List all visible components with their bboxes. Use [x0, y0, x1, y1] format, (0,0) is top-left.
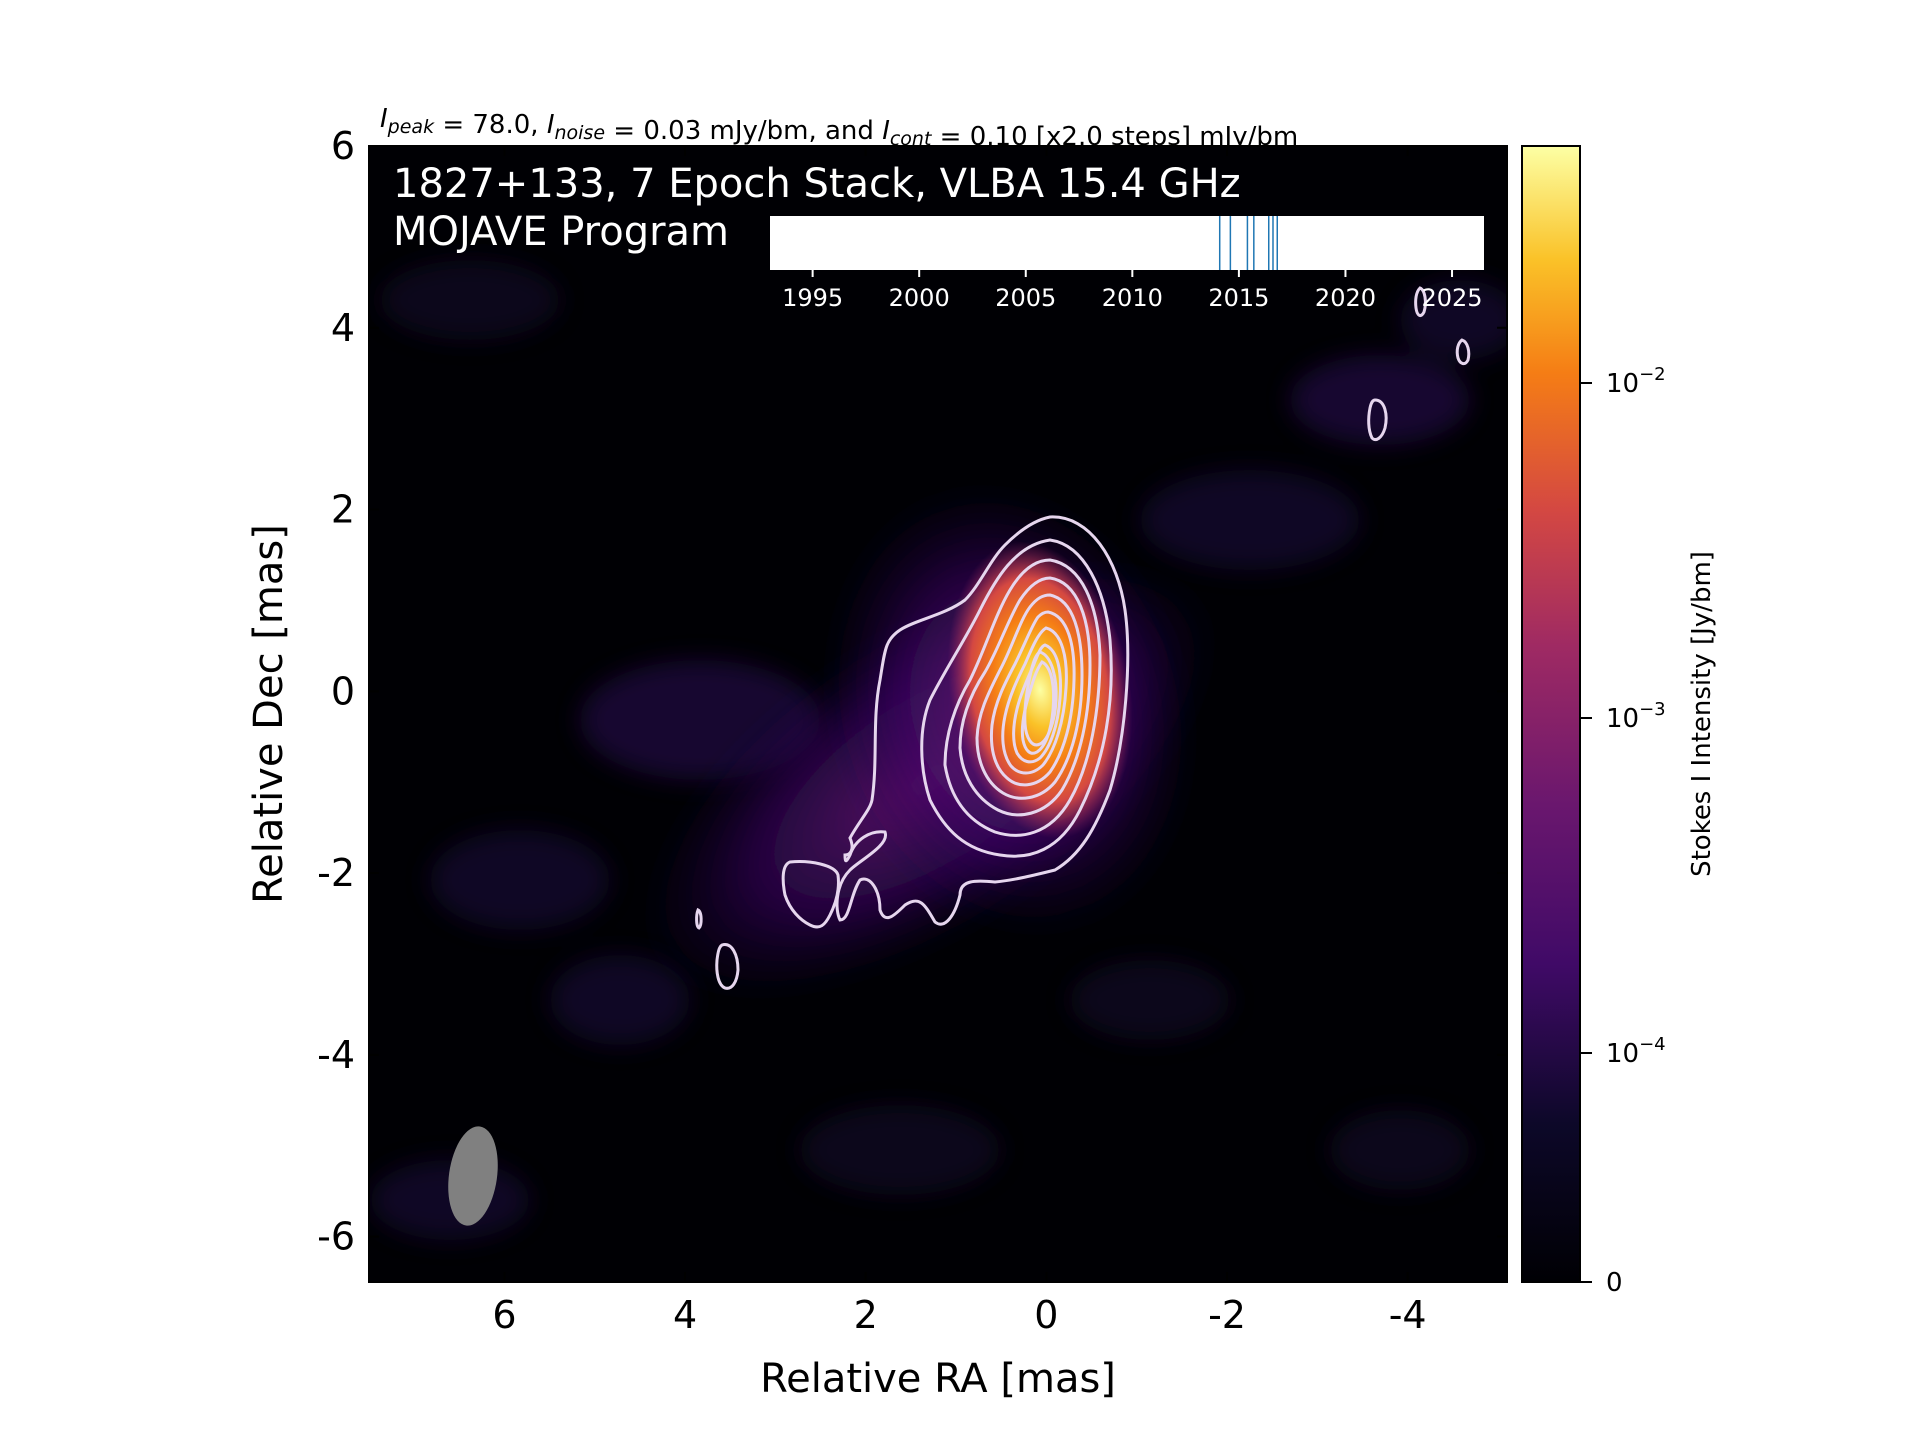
program-title: MOJAVE Program: [393, 209, 729, 255]
header-subscript: cont: [890, 128, 933, 150]
y-tick-label: -6: [317, 1215, 355, 1259]
contour: [989, 610, 1076, 787]
x-tick-label: 0: [1034, 1293, 1058, 1337]
header-subscript: peak: [387, 116, 435, 138]
x-axis-label: Relative RA [mas]: [760, 1356, 1116, 1402]
colorbar-tick-exponent: −4: [1639, 1034, 1666, 1055]
y-axis-label: Relative Dec [mas]: [246, 524, 292, 904]
x-axis: 6 4 2 0 -2 -4: [492, 146, 1427, 1337]
timeline-box: [770, 216, 1484, 270]
y-tick-label: 6: [331, 124, 355, 168]
header-text: = 0.03 mJy/bm, and: [605, 116, 882, 146]
contour-peak: [1023, 650, 1058, 747]
colorbar-tick-label: 10−2: [1606, 364, 1666, 399]
timeline-tick-label: 2010: [1102, 284, 1163, 312]
colorbar-tick-exponent: −2: [1639, 364, 1666, 385]
y-tick-label: 4: [331, 306, 355, 350]
colorbar-tick-exponent: −3: [1639, 699, 1666, 720]
contour-island: [1414, 286, 1427, 317]
chart-header: Ipeak = 78.0, Inoise = 0.03 mJy/bm, and …: [380, 104, 1298, 152]
colorbar-tick-label: 10−4: [1606, 1034, 1666, 1069]
epoch-timeline: 1995 2000 2005 2010 2015 2020 2025: [770, 216, 1484, 312]
timeline-tick-label: 2015: [1208, 284, 1269, 312]
x-tick-label: 6: [492, 1293, 516, 1337]
image-panel: 1827+133, 7 Epoch Stack, VLBA 15.4 GHz M…: [369, 146, 1507, 1282]
x-tick-label: 2: [854, 1293, 878, 1337]
image-frame: [368, 145, 1508, 1283]
y-tick-label: 2: [331, 488, 355, 532]
colorbar-label: Stokes I Intensity [Jy/bm]: [1687, 551, 1717, 877]
y-tick-label: 0: [331, 669, 355, 713]
timeline-tick-label: 2000: [889, 284, 950, 312]
colorbar: 0 10−4 10−3 10−2 Stokes I Intensity [Jy/bm]: [1521, 145, 1717, 1298]
timeline-tick-label: 2025: [1421, 284, 1482, 312]
contours: [695, 286, 1471, 990]
y-tick-label: -2: [317, 851, 355, 895]
contour: [920, 538, 1113, 858]
colorbar-tick-label: 0: [1606, 1268, 1623, 1298]
contour-island: [695, 907, 703, 930]
contour-island: [1455, 338, 1471, 366]
header-subscript: noise: [554, 122, 605, 144]
y-tick-label: -4: [317, 1033, 355, 1077]
timeline-tick-label: 2005: [995, 284, 1056, 312]
timeline-tick-label: 1995: [782, 284, 843, 312]
contour-island: [715, 943, 740, 990]
x-tick-label: -2: [1208, 1293, 1246, 1337]
contour: [1001, 626, 1068, 775]
contour-island: [781, 860, 840, 929]
header-text: I: [882, 116, 890, 146]
contour: [1020, 660, 1056, 755]
x-tick-label: -4: [1389, 1293, 1427, 1337]
colorbar-gradient: [1521, 145, 1581, 1283]
beam-ellipse: [448, 1126, 498, 1226]
contour: [975, 593, 1084, 800]
header-text: = 78.0,: [434, 110, 547, 140]
contour: [943, 558, 1102, 837]
y-axis: 6 4 2 0 -2 -4 -6: [317, 124, 1507, 1259]
contour-outer: [835, 515, 1130, 926]
contour: [958, 576, 1092, 817]
colorbar-tick-label: 10−3: [1606, 699, 1666, 734]
source-title: 1827+133, 7 Epoch Stack, VLBA 15.4 GHz: [393, 161, 1241, 207]
contour-island: [1367, 398, 1388, 442]
header-text: I: [547, 110, 555, 140]
timeline-tick-label: 2020: [1315, 284, 1376, 312]
x-tick-label: 4: [673, 1293, 697, 1337]
header-text: I: [380, 104, 388, 134]
